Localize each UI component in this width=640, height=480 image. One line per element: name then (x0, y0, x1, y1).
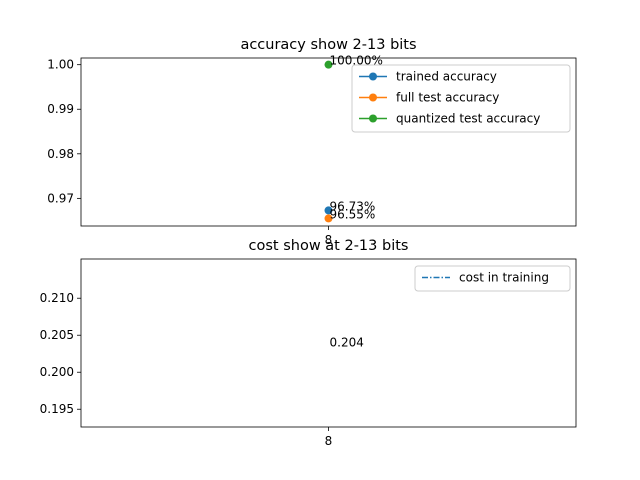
legend-marker (369, 93, 377, 102)
y-tick-label: 0.98 (47, 147, 74, 161)
y-tick-label: 0.99 (47, 102, 74, 116)
y-tick-label: 0.200 (40, 365, 74, 379)
x-tick-label: 8 (325, 233, 333, 247)
y-tick-label: 0.210 (40, 291, 74, 305)
legend: cost in training (414, 265, 571, 292)
y-tick-label: 0.205 (40, 328, 74, 342)
legend-label: cost in training (459, 271, 549, 285)
y-tick-label: 0.97 (47, 191, 74, 205)
data-point-quantized-test-accuracy (324, 60, 333, 69)
y-tick-label: 0.195 (40, 402, 74, 416)
legend-box (351, 64, 571, 133)
legend-marker (369, 72, 377, 81)
legend-label: quantized test accuracy (396, 112, 540, 126)
legend-label: trained accuracy (396, 70, 497, 84)
x-tick-label: 8 (325, 434, 333, 448)
chart-title: accuracy show 2-13 bits (240, 37, 416, 53)
chart-panel-1: accuracy show 2-13 bits 0.97 0.98 0.99 1.00 8… (47, 37, 577, 247)
y-tick-label: 1.00 (47, 58, 74, 72)
chart-title: cost show at 2-13 bits (249, 238, 409, 254)
data-label: 96.55% (330, 207, 376, 221)
data-label: 100.00% (330, 54, 383, 68)
chart-panel-2: cost show at 2-13 bits 0.195 0.200 0.205 0.2… (40, 238, 577, 448)
legend-box (414, 265, 571, 292)
data-point-trained-accuracy (324, 206, 333, 215)
legend-marker (369, 114, 377, 123)
legend: trained accuracy full test accuracy quanti… (351, 64, 571, 133)
data-label: 0.204 (330, 336, 364, 350)
legend-label: full test accuracy (396, 91, 499, 105)
data-point-full-test-accuracy (324, 214, 333, 223)
data-label: 96.73% (330, 199, 376, 213)
